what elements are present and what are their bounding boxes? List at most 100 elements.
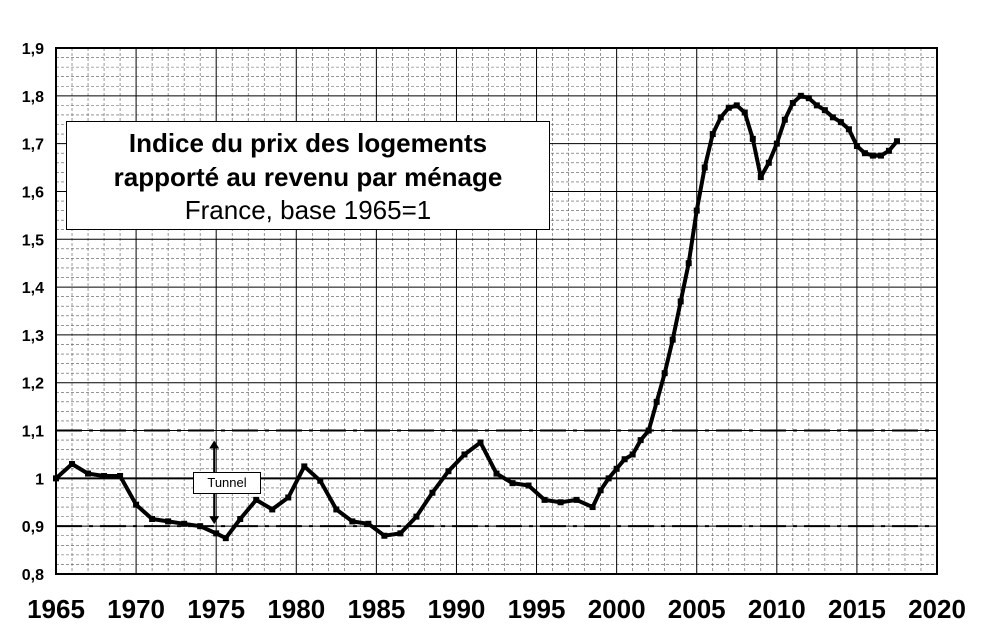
data-point bbox=[645, 427, 652, 434]
data-point bbox=[861, 150, 868, 157]
x-tick-label: 1995 bbox=[508, 594, 566, 624]
chart-title-line2: rapporté au revenu par ménage bbox=[113, 162, 503, 192]
data-point bbox=[317, 477, 324, 484]
data-point bbox=[669, 336, 676, 343]
tunnel-arrow-head-down bbox=[209, 516, 220, 525]
data-point bbox=[285, 494, 292, 501]
data-point bbox=[605, 475, 612, 482]
chart-title-box: Indice du prix des logements rapporté au… bbox=[66, 121, 550, 230]
data-point bbox=[349, 518, 356, 525]
data-point bbox=[237, 516, 244, 523]
reference-lines bbox=[56, 429, 937, 528]
data-point bbox=[733, 102, 740, 109]
y-tick-label: 0,9 bbox=[22, 519, 44, 536]
data-point bbox=[149, 516, 156, 523]
x-tick-label: 1985 bbox=[347, 594, 405, 624]
data-point bbox=[629, 451, 636, 458]
data-point bbox=[525, 482, 532, 489]
data-point bbox=[797, 92, 804, 99]
data-point bbox=[222, 535, 229, 542]
y-tick-label: 1,9 bbox=[22, 41, 44, 58]
data-point bbox=[269, 506, 276, 513]
x-tick-label: 1980 bbox=[267, 594, 325, 624]
data-point bbox=[741, 109, 748, 116]
y-tick-label: 1,2 bbox=[22, 376, 44, 393]
chart-title: Indice du prix des logements bbox=[128, 128, 488, 158]
x-tick-label: 1970 bbox=[107, 594, 165, 624]
y-tick-label: 1,8 bbox=[22, 89, 44, 106]
data-point bbox=[133, 501, 140, 508]
data-point bbox=[117, 472, 124, 479]
data-point bbox=[821, 107, 828, 114]
x-tick-label: 2010 bbox=[748, 594, 806, 624]
x-tick-label: 1990 bbox=[428, 594, 486, 624]
data-point bbox=[509, 480, 516, 487]
plot-area-frame bbox=[55, 47, 938, 575]
data-point bbox=[413, 513, 420, 520]
y-tick-label: 1,3 bbox=[22, 328, 44, 345]
data-point bbox=[677, 298, 684, 305]
data-point bbox=[573, 496, 580, 503]
data-point bbox=[701, 164, 708, 171]
data-point bbox=[893, 138, 900, 145]
y-tick-label: 1,5 bbox=[22, 232, 44, 249]
y-tick-label: 1,6 bbox=[22, 184, 44, 201]
data-point bbox=[773, 140, 780, 147]
y-tick-label: 1 bbox=[35, 471, 44, 488]
data-point bbox=[213, 530, 220, 537]
data-point bbox=[725, 104, 732, 111]
data-point bbox=[661, 370, 668, 377]
series-layer bbox=[53, 92, 900, 542]
tunnel-arrow-head-up bbox=[209, 440, 220, 449]
x-tick-label: 1965 bbox=[27, 594, 85, 624]
data-point bbox=[789, 99, 796, 106]
data-point bbox=[197, 523, 204, 530]
data-point bbox=[637, 437, 644, 444]
data-point bbox=[813, 102, 820, 109]
data-point bbox=[621, 456, 628, 463]
data-point bbox=[381, 532, 388, 539]
data-point bbox=[709, 131, 716, 138]
data-point bbox=[461, 451, 468, 458]
data-point bbox=[365, 520, 372, 527]
data-point bbox=[541, 496, 548, 503]
y-tick-label: 0,8 bbox=[22, 567, 44, 584]
data-point bbox=[429, 489, 436, 496]
x-tick-label: 1975 bbox=[187, 594, 245, 624]
y-axis-ticks: 0,8 0,9 1 1,1 1,2 1,3 1,4 1,5 1,6 1,7 1,8 1,9 bbox=[22, 41, 44, 584]
x-tick-label: 2020 bbox=[908, 594, 966, 624]
y-tick-label: 1,7 bbox=[22, 137, 44, 154]
data-point bbox=[165, 518, 172, 525]
data-point bbox=[589, 504, 596, 511]
data-point bbox=[717, 114, 724, 121]
data-point bbox=[301, 463, 308, 470]
data-point bbox=[477, 439, 484, 446]
data-point bbox=[829, 114, 836, 121]
data-point bbox=[333, 506, 340, 513]
data-point bbox=[181, 520, 188, 527]
data-point bbox=[877, 152, 884, 159]
data-point bbox=[653, 398, 660, 405]
data-point bbox=[397, 530, 404, 537]
data-point bbox=[85, 470, 92, 477]
data-point bbox=[805, 95, 812, 102]
data-point bbox=[69, 461, 76, 468]
data-point bbox=[101, 472, 108, 479]
x-tick-label: 2000 bbox=[588, 594, 646, 624]
tunnel-label: Tunnel bbox=[193, 472, 261, 494]
data-point bbox=[885, 147, 892, 154]
y-tick-label: 1,4 bbox=[22, 280, 44, 297]
x-tick-label: 2015 bbox=[828, 594, 886, 624]
data-point bbox=[837, 119, 844, 126]
data-point bbox=[765, 159, 772, 166]
data-point bbox=[613, 465, 620, 472]
data-point bbox=[757, 174, 764, 181]
x-tick-label: 2005 bbox=[668, 594, 726, 624]
chart-subtitle: France, base 1965=1 bbox=[184, 195, 432, 225]
y-tick-label: 1,1 bbox=[22, 424, 44, 441]
data-point bbox=[869, 152, 876, 159]
data-point bbox=[685, 260, 692, 267]
data-point bbox=[445, 468, 452, 475]
data-point bbox=[845, 126, 852, 133]
